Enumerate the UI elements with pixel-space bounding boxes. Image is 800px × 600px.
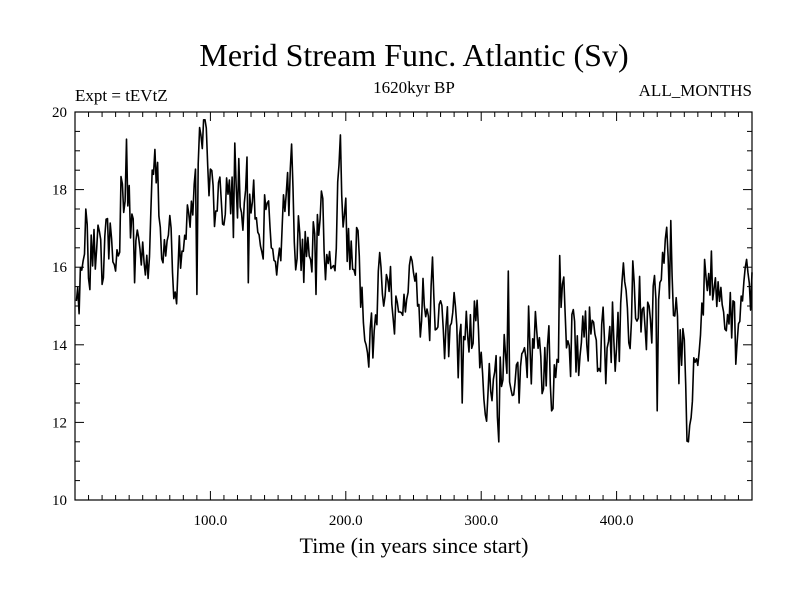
x-axis-label: Time (in years since start) (300, 533, 529, 558)
y-tick-label: 16 (52, 260, 68, 276)
x-axis-ticks (88, 112, 739, 500)
y-tick-label: 14 (52, 338, 68, 354)
series-line (75, 119, 753, 443)
y-axis-tick-labels: 10 12 14 16 18 20 (52, 105, 68, 509)
x-axis-tick-labels: 100.0 200.0 300.0 400.0 (194, 513, 634, 529)
y-tick-label: 10 (52, 493, 67, 509)
y-tick-label: 20 (52, 105, 67, 121)
y-tick-label: 12 (52, 415, 67, 431)
x-tick-label: 300.0 (464, 513, 498, 529)
x-tick-label: 400.0 (600, 513, 634, 529)
months-label: ALL_MONTHS (639, 81, 752, 100)
y-tick-label: 18 (52, 183, 67, 199)
chart-title: Merid Stream Func. Atlantic (Sv) (199, 37, 628, 73)
expt-label: Expt = tEVtZ (75, 86, 168, 105)
subtitle-label: 1620kyr BP (373, 78, 455, 97)
plot-frame (74, 111, 753, 501)
x-tick-label: 100.0 (194, 513, 228, 529)
x-tick-label: 200.0 (329, 513, 363, 529)
y-axis-ticks (75, 130, 752, 482)
